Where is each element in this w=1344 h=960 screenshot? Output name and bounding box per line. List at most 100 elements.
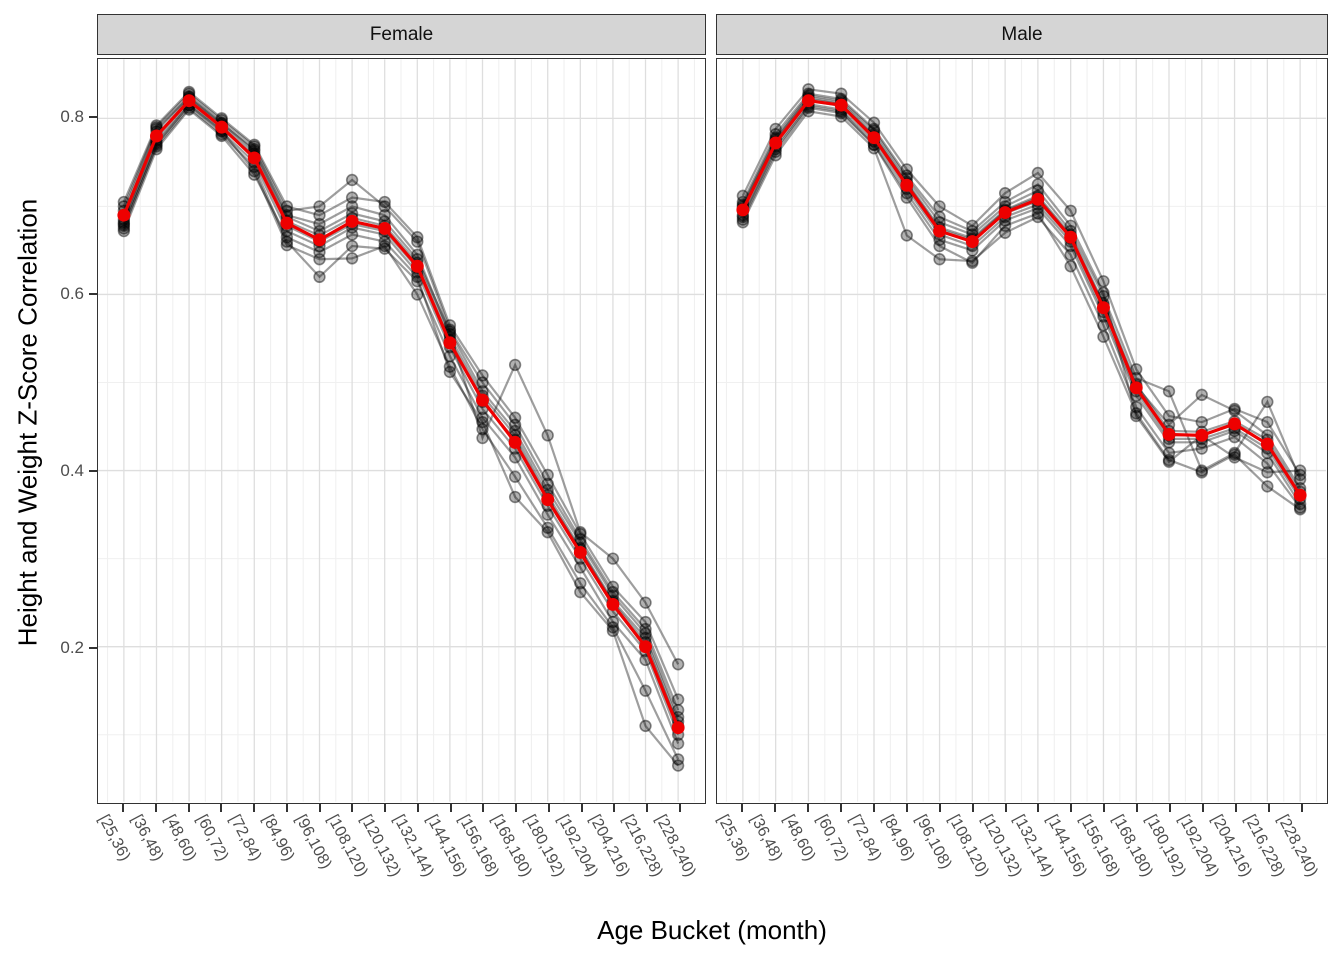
individual-series-point [313, 246, 326, 259]
x-tick-mark [806, 804, 809, 812]
individual-series-point [313, 253, 326, 266]
individual-series-point [150, 119, 163, 132]
individual-series-point [541, 477, 554, 490]
mean-series-point [1260, 437, 1274, 451]
individual-series-point [966, 254, 979, 268]
individual-series-point [1162, 409, 1176, 423]
x-tick-mark [905, 804, 908, 812]
individual-series-line [122, 92, 680, 711]
facet-strip-female: Female [97, 14, 706, 55]
individual-series-point [345, 200, 359, 213]
individual-series-point [1293, 468, 1307, 482]
panel-canvas [98, 59, 704, 802]
mean-series-point [476, 393, 489, 407]
mean-series-point [639, 640, 652, 654]
mean-series-point [1031, 192, 1045, 206]
individual-series-point [1228, 402, 1241, 416]
individual-series-point [1293, 473, 1307, 486]
individual-series-point [378, 242, 391, 255]
x-tick-mark [1037, 804, 1040, 812]
x-tick-mark [122, 804, 124, 812]
individual-series-point [639, 622, 652, 636]
y-tick-mark [89, 647, 97, 650]
individual-series-point [900, 229, 913, 242]
mean-series-point [965, 235, 979, 249]
individual-series-point [541, 526, 554, 539]
individual-series-point [606, 585, 620, 599]
mean-series-point [900, 178, 914, 192]
x-tick-mark [285, 804, 288, 812]
individual-series-point [998, 219, 1012, 232]
x-tick-mark [318, 804, 321, 812]
facet-strip-male: Male [716, 14, 1328, 55]
individual-series-point [1228, 448, 1241, 461]
individual-series-point [1228, 446, 1241, 460]
mean-series-point [606, 597, 620, 611]
individual-series-point [606, 624, 620, 638]
facet-strip-label: Female [369, 23, 434, 45]
mean-series-point [671, 721, 685, 735]
individual-series-point [1228, 451, 1241, 464]
individual-series-point [933, 210, 946, 224]
x-tick-mark [971, 804, 974, 812]
x-tick-mark [482, 804, 485, 812]
individual-series-point [606, 580, 620, 593]
mean-series-line [122, 98, 680, 729]
individual-series-point [1195, 415, 1208, 429]
x-tick-mark [187, 804, 190, 812]
individual-series-point [280, 200, 294, 213]
x-tick-mark [253, 804, 256, 812]
mean-series-point [933, 224, 947, 238]
individual-series-point [998, 226, 1012, 239]
individual-series-point [378, 209, 391, 222]
individual-series-point [476, 431, 489, 445]
individual-series-line [741, 92, 1301, 474]
individual-series-point [1162, 453, 1176, 467]
individual-series-point [966, 256, 979, 269]
individual-series-point [1162, 385, 1176, 398]
individual-series-point [998, 195, 1012, 209]
individual-series-point [248, 168, 261, 181]
individual-series-point [476, 415, 489, 429]
mean-series-point [769, 136, 783, 150]
y-tick-label: 0.6 [60, 284, 84, 304]
mean-series-point [443, 336, 457, 350]
individual-series-point [378, 235, 391, 248]
individual-series-point [1031, 207, 1045, 220]
individual-series-point [1261, 480, 1274, 493]
individual-series-point [1293, 501, 1307, 514]
x-tick-mark [1268, 804, 1271, 812]
individual-series-point [1031, 166, 1045, 180]
individual-series-line [741, 88, 1302, 476]
individual-series-point [1195, 466, 1208, 479]
individual-series-point [1195, 464, 1208, 477]
individual-series-point [671, 753, 685, 766]
individual-series-point [671, 693, 685, 706]
mean-series-point [1064, 230, 1078, 244]
mean-series-point [1195, 428, 1209, 442]
x-tick-mark [1004, 804, 1007, 812]
individual-series-point [867, 116, 881, 129]
individual-series-point [280, 235, 294, 248]
individual-series-point [1293, 503, 1307, 516]
individual-series-point [574, 561, 587, 574]
individual-series-point [476, 423, 489, 436]
individual-series-point [541, 468, 554, 482]
individual-series-point [900, 191, 913, 204]
individual-series-point [280, 238, 294, 252]
mean-series-point [1228, 417, 1242, 431]
x-axis-title: Age Bucket (month) [597, 915, 827, 945]
individual-series-point [966, 224, 979, 238]
x-tick-mark [384, 804, 387, 812]
individual-series-point [933, 239, 946, 253]
mean-series-point [247, 151, 261, 165]
x-tick-mark [613, 804, 616, 812]
individual-series-point [639, 684, 652, 697]
individual-series-point [966, 219, 979, 232]
x-tick-mark [1103, 804, 1106, 812]
individual-series-point [508, 418, 522, 431]
x-tick-mark [351, 804, 354, 812]
individual-series-point [443, 319, 457, 332]
individual-series-point [1195, 442, 1208, 455]
